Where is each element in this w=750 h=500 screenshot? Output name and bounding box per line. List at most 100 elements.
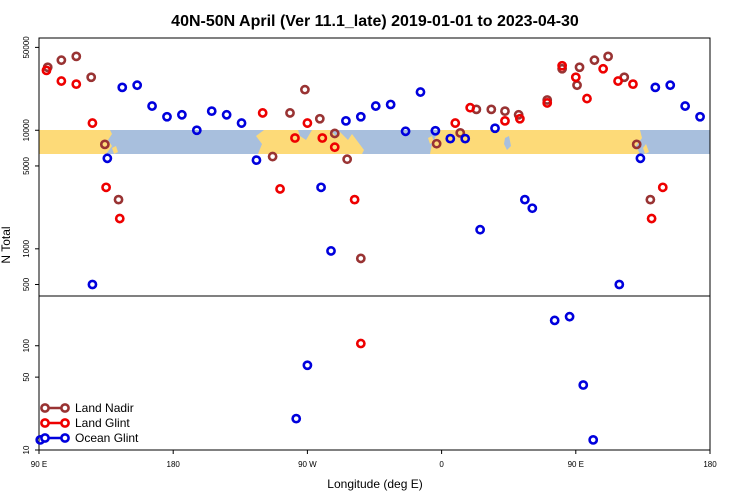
ocean-glint-point: [355, 111, 366, 122]
ocean-glint-point: [117, 82, 128, 93]
land-glint-point: [302, 118, 313, 128]
ocean-glint-point: [415, 87, 426, 97]
land-glint-point: [257, 108, 268, 118]
map-land-japan: [112, 146, 118, 154]
ocean-glint-point: [326, 246, 336, 256]
land-nadir-point: [342, 154, 353, 165]
x-tick-label: 0: [439, 460, 444, 469]
ocean-glint-point: [665, 80, 676, 91]
x-tick-label: 90 E: [31, 460, 47, 469]
land-nadir-point: [431, 138, 442, 149]
ocean-glint-point: [430, 125, 441, 136]
ocean-glint-point: [87, 279, 98, 290]
land-glint-point: [628, 79, 638, 90]
land-nadir-point: [645, 194, 656, 205]
ocean-glint-point: [221, 109, 232, 120]
land-glint-point: [41, 65, 52, 76]
land-nadir-point: [314, 113, 325, 124]
y-tick-label: 10: [22, 445, 31, 454]
ocean-glint-point: [236, 118, 247, 128]
data-points: [35, 51, 705, 445]
ocean-glint-point: [588, 434, 599, 445]
y-tick-label: 50: [22, 372, 31, 381]
legend-marker-ocean-glint: [60, 433, 70, 443]
y-axis-label: N Total: [0, 226, 13, 263]
land-glint-point: [557, 60, 568, 71]
land-glint-point: [582, 93, 592, 104]
legend-marker-ocean-glint: [40, 433, 50, 443]
land-nadir-point: [500, 106, 510, 117]
map-land-asia-west: [39, 130, 112, 154]
land-nadir-point: [285, 108, 295, 118]
land-nadir-point: [71, 51, 82, 62]
ocean-glint-point: [206, 106, 217, 117]
ocean-glint-point: [176, 109, 187, 120]
world-map-strip: [39, 130, 710, 154]
land-glint-point: [657, 182, 668, 193]
ocean-glint-point: [475, 224, 486, 235]
map-land-caspian-sea: [504, 136, 511, 150]
land-nadir-point: [572, 80, 582, 91]
ocean-glint-point: [519, 194, 530, 205]
ocean-glint-point: [490, 123, 500, 134]
land-nadir-point: [574, 62, 585, 73]
x-tick-label: 180: [703, 460, 717, 469]
x-tick-label: 90 E: [568, 460, 584, 469]
ocean-glint-point: [370, 101, 381, 111]
land-nadir-point: [113, 194, 124, 205]
land-glint-point: [465, 102, 476, 113]
land-glint-point: [500, 115, 510, 126]
legend-label-land-nadir: Land Nadir: [75, 401, 134, 415]
land-glint-point: [570, 72, 581, 83]
ocean-glint-point: [341, 115, 351, 126]
ocean-glint-point: [460, 133, 471, 144]
legend-marker-land-nadir: [60, 403, 70, 413]
ocean-glint-point: [635, 153, 646, 164]
land-nadir-point: [300, 84, 310, 95]
land-glint-point: [613, 76, 623, 86]
y-tick-label: 100: [22, 339, 31, 353]
land-glint-point: [275, 184, 285, 194]
land-glint-point: [317, 133, 328, 143]
land-glint-point: [542, 98, 553, 108]
x-tick-label: 180: [167, 460, 181, 469]
ocean-glint-point: [291, 413, 302, 424]
ocean-glint-point: [251, 155, 262, 166]
ocean-glint-point: [445, 133, 456, 144]
ocean-glint-point: [385, 99, 396, 110]
tick-labels: 90 E 180 90 W 0 90 E 180 500 1000 5000 10000 50000…: [22, 36, 717, 469]
legend-marker-land-glint: [40, 418, 50, 428]
land-nadir-point: [603, 51, 614, 62]
ocean-glint-point: [147, 101, 157, 111]
y-tick-label: 500: [22, 277, 31, 291]
legend-marker-land-nadir: [40, 403, 50, 413]
land-glint-point: [646, 213, 657, 224]
chart-title: 40N-50N April (Ver 11.1_late) 2019-01-01…: [171, 13, 579, 30]
ocean-glint-point: [564, 311, 575, 322]
map-land-eurasia: [430, 130, 642, 154]
y-tick-label: 50000: [22, 36, 31, 59]
ocean-glint-point: [400, 126, 411, 137]
y-tick-label: 10000: [22, 119, 31, 142]
land-nadir-point: [631, 139, 642, 150]
x-axis-label: Longitude (deg E): [327, 477, 422, 491]
land-glint-point: [87, 118, 98, 128]
ocean-glint-point: [302, 360, 313, 371]
land-glint-point: [450, 118, 461, 128]
ocean-glint-point: [191, 125, 202, 136]
land-glint-point: [349, 194, 360, 205]
land-nadir-point: [455, 127, 466, 138]
ocean-glint-point: [132, 80, 143, 91]
ocean-glint-point: [549, 315, 560, 326]
ocean-glint-point: [614, 279, 625, 290]
legend-label-ocean-glint: Ocean Glint: [75, 431, 139, 445]
ocean-glint-point: [316, 182, 326, 193]
legend-marker-land-glint: [60, 418, 70, 428]
land-glint-point: [355, 338, 366, 349]
land-glint-point: [114, 213, 125, 224]
plot-frame: [38, 37, 711, 451]
land-nadir-point: [355, 253, 366, 264]
